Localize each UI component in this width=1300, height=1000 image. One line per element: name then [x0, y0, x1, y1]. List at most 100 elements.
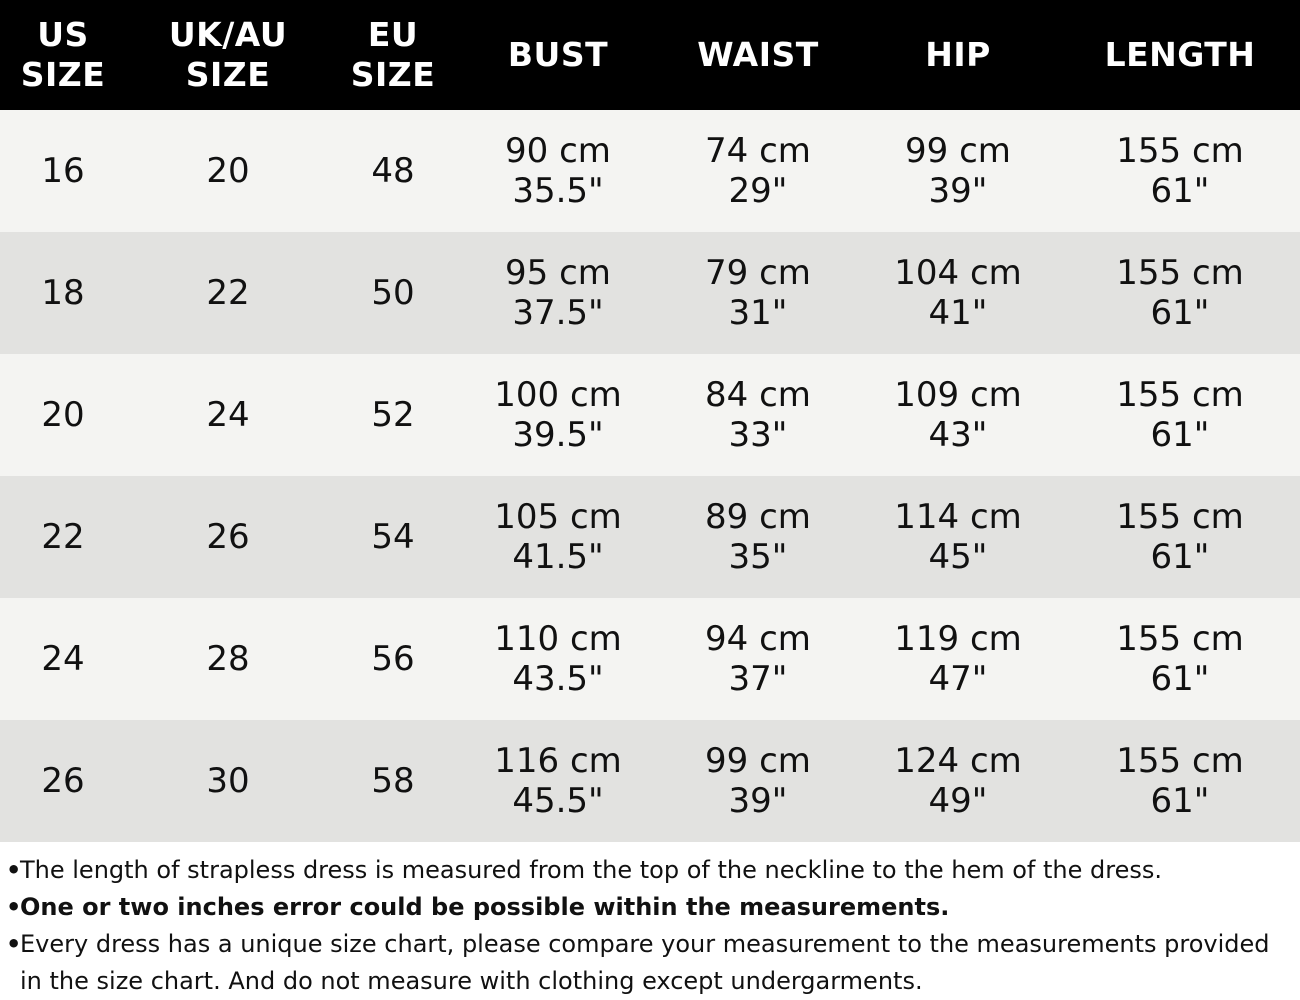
- cell-bust: 110 cm 43.5": [456, 598, 660, 720]
- length-inches: 61": [1150, 537, 1210, 577]
- hip-cm: 104 cm: [894, 253, 1022, 293]
- note-text: One or two inches error could be possibl…: [20, 893, 950, 921]
- cell-eu-size: 48: [371, 151, 415, 191]
- length-inches: 61": [1150, 659, 1210, 699]
- header-waist: WAIST: [697, 35, 819, 74]
- header-eu-size: EU SIZE: [330, 0, 456, 110]
- table-row: 18 22 50 95 cm 37.5" 79 cm 31" 104 cm 41…: [0, 232, 1300, 354]
- header-hip: HIP: [925, 35, 991, 74]
- note-error-margin: • One or two inches error could be possi…: [6, 889, 1296, 926]
- bust-inches: 43.5": [512, 659, 604, 699]
- waist-inches: 35": [728, 537, 788, 577]
- cell-waist: 89 cm 35": [660, 476, 856, 598]
- cell-hip: 124 cm 49": [856, 720, 1060, 842]
- cell-length: 155 cm 61": [1060, 232, 1300, 354]
- header-uk-au-size-line1: UK/AU: [168, 15, 288, 54]
- bust-inches: 37.5": [512, 293, 604, 333]
- table-body: 16 20 48 90 cm 35.5" 74 cm 29" 99 cm 39"…: [0, 110, 1300, 842]
- cell-waist: 74 cm 29": [660, 110, 856, 232]
- cell-waist: 84 cm 33": [660, 354, 856, 476]
- table-header: US SIZE UK/AU SIZE EU SIZE BUST WAIST HI…: [0, 0, 1300, 110]
- bust-inches: 41.5": [512, 537, 604, 577]
- length-inches: 61": [1150, 415, 1210, 455]
- bullet-icon: •: [6, 930, 22, 958]
- cell-length: 155 cm 61": [1060, 476, 1300, 598]
- cell-uk-au-size: 28: [206, 639, 250, 679]
- cell-bust: 90 cm 35.5": [456, 110, 660, 232]
- cell-us-size: 26: [41, 761, 85, 801]
- hip-cm: 119 cm: [894, 619, 1022, 659]
- waist-inches: 29": [728, 171, 788, 211]
- header-eu-size-line1: EU: [367, 15, 419, 54]
- bust-cm: 90 cm: [505, 131, 611, 171]
- bust-cm: 116 cm: [494, 741, 622, 781]
- waist-inches: 37": [728, 659, 788, 699]
- cell-length: 155 cm 61": [1060, 354, 1300, 476]
- cell-us-size: 18: [41, 273, 85, 313]
- bullet-icon: •: [6, 893, 22, 921]
- bust-inches: 45.5": [512, 781, 604, 821]
- cell-length: 155 cm 61": [1060, 720, 1300, 842]
- bust-cm: 110 cm: [494, 619, 622, 659]
- length-cm: 155 cm: [1116, 253, 1244, 293]
- length-cm: 155 cm: [1116, 741, 1244, 781]
- bust-cm: 100 cm: [494, 375, 622, 415]
- cell-us-size: 16: [41, 151, 85, 191]
- cell-eu-size: 56: [371, 639, 415, 679]
- cell-us-size: 24: [41, 639, 85, 679]
- hip-inches: 45": [928, 537, 988, 577]
- header-uk-au-size: UK/AU SIZE: [126, 0, 330, 110]
- cell-uk-au-size: 20: [206, 151, 250, 191]
- cell-bust: 116 cm 45.5": [456, 720, 660, 842]
- cell-length: 155 cm 61": [1060, 110, 1300, 232]
- bust-cm: 105 cm: [494, 497, 622, 537]
- note-text: Every dress has a unique size chart, ple…: [20, 930, 1270, 995]
- length-inches: 61": [1150, 781, 1210, 821]
- hip-cm: 99 cm: [905, 131, 1011, 171]
- size-chart-table: US SIZE UK/AU SIZE EU SIZE BUST WAIST HI…: [0, 0, 1300, 842]
- header-bust: BUST: [507, 35, 609, 74]
- cell-us-size: 20: [41, 395, 85, 435]
- cell-uk-au-size: 22: [206, 273, 250, 313]
- cell-hip: 109 cm 43": [856, 354, 1060, 476]
- cell-waist: 94 cm 37": [660, 598, 856, 720]
- bust-cm: 95 cm: [505, 253, 611, 293]
- cell-length: 155 cm 61": [1060, 598, 1300, 720]
- header-us-size-line2: SIZE: [20, 55, 106, 94]
- cell-eu-size: 52: [371, 395, 415, 435]
- cell-eu-size: 58: [371, 761, 415, 801]
- header-us-size: US SIZE: [0, 0, 126, 110]
- waist-cm: 74 cm: [705, 131, 811, 171]
- header-uk-au-size-line2: SIZE: [185, 55, 271, 94]
- waist-inches: 33": [728, 415, 788, 455]
- hip-inches: 41": [928, 293, 988, 333]
- waist-inches: 31": [728, 293, 788, 333]
- table-row: 16 20 48 90 cm 35.5" 74 cm 29" 99 cm 39"…: [0, 110, 1300, 232]
- length-inches: 61": [1150, 171, 1210, 211]
- note-length: • The length of strapless dress is measu…: [6, 852, 1296, 889]
- header-length: LENGTH: [1104, 35, 1256, 74]
- waist-inches: 39": [728, 781, 788, 821]
- note-text: The length of strapless dress is measure…: [20, 856, 1162, 884]
- header-row: US SIZE UK/AU SIZE EU SIZE BUST WAIST HI…: [0, 0, 1300, 110]
- length-inches: 61": [1150, 293, 1210, 333]
- cell-eu-size: 54: [371, 517, 415, 557]
- cell-hip: 114 cm 45": [856, 476, 1060, 598]
- waist-cm: 89 cm: [705, 497, 811, 537]
- table-row: 22 26 54 105 cm 41.5" 89 cm 35" 114 cm 4…: [0, 476, 1300, 598]
- header-eu-size-line2: SIZE: [350, 55, 436, 94]
- cell-waist: 99 cm 39": [660, 720, 856, 842]
- table-row: 24 28 56 110 cm 43.5" 94 cm 37" 119 cm 4…: [0, 598, 1300, 720]
- table-row: 26 30 58 116 cm 45.5" 99 cm 39" 124 cm 4…: [0, 720, 1300, 842]
- cell-bust: 100 cm 39.5": [456, 354, 660, 476]
- hip-inches: 39": [928, 171, 988, 211]
- cell-eu-size: 50: [371, 273, 415, 313]
- cell-bust: 105 cm 41.5": [456, 476, 660, 598]
- cell-bust: 95 cm 37.5": [456, 232, 660, 354]
- length-cm: 155 cm: [1116, 375, 1244, 415]
- hip-cm: 109 cm: [894, 375, 1022, 415]
- cell-uk-au-size: 30: [206, 761, 250, 801]
- hip-inches: 49": [928, 781, 988, 821]
- cell-hip: 99 cm 39": [856, 110, 1060, 232]
- hip-cm: 124 cm: [894, 741, 1022, 781]
